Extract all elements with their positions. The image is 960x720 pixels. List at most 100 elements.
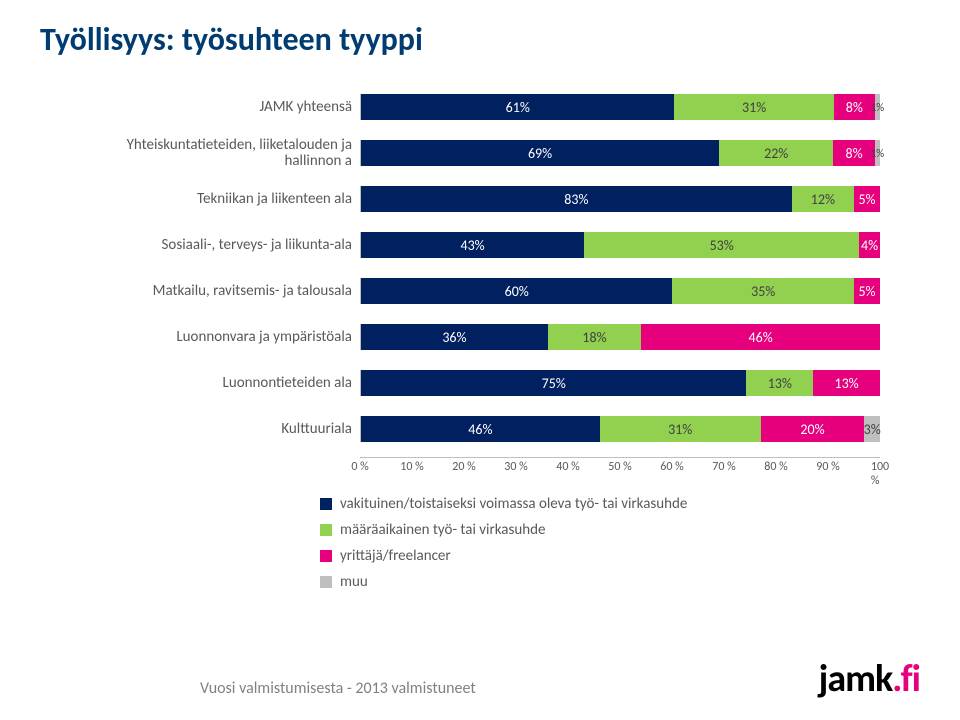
category-label: Sosiaali-, terveys- ja liikunta-ala <box>100 237 360 254</box>
chart-row: Luonnonvara ja ympäristöala 36% 18% 46% <box>100 319 880 355</box>
segment-value: 18% <box>582 329 606 346</box>
page-title: Työllisyys: työsuhteen tyyppi <box>40 20 920 59</box>
bar: 69% 22% 8% 1% <box>360 140 880 166</box>
stacked-bar-chart: JAMK yhteensä61%31%8%1%Yhteiskuntatietei… <box>100 89 880 477</box>
axis-tick: 60 % <box>660 460 683 474</box>
segment-value: 31% <box>742 99 766 116</box>
legend-swatch <box>320 498 332 510</box>
legend-item: vakituinen/toistaiseksi voimassa oleva t… <box>320 495 920 513</box>
bar-segment: 4% <box>859 232 880 258</box>
chart-row: Luonnontieteiden ala75% 13% 13% <box>100 365 880 401</box>
bar-segment: 35% <box>672 278 854 304</box>
axis-tick: 100 % <box>871 460 889 488</box>
chart-row: Sosiaali-, terveys- ja liikunta-ala 43% 53… <box>100 227 880 263</box>
category-label: Luonnontieteiden ala <box>100 375 360 392</box>
bar-segment: 22% <box>719 140 833 166</box>
segment-value: 13% <box>768 375 792 392</box>
bar-segment: 53% <box>584 232 859 258</box>
segment-value: 5% <box>858 191 875 208</box>
bar-segment: 20% <box>761 416 865 442</box>
bar: 61% 31% 8% 1% <box>360 94 880 120</box>
bar-segment: 75% <box>361 370 746 396</box>
legend-swatch <box>320 550 332 562</box>
segment-value: 46% <box>749 329 773 346</box>
legend-label: määräaikainen työ- tai virkasuhde <box>340 521 545 539</box>
bar-segment: 13% <box>813 370 880 396</box>
legend-label: muu <box>340 573 368 591</box>
segment-value: 1% <box>871 147 884 160</box>
legend-item: määräaikainen työ- tai virkasuhde <box>320 521 920 539</box>
bar: 36% 18% 46% <box>360 324 880 350</box>
bar-segment: 43% <box>361 232 584 258</box>
legend-item: muu <box>320 573 920 591</box>
legend-swatch <box>320 524 332 536</box>
bar: 60%35%5% <box>360 278 880 304</box>
axis-tick: 90 % <box>816 460 839 474</box>
bar-segment: 46% <box>361 416 600 442</box>
x-axis: 0 %10 %20 %30 %40 %50 %60 %70 %80 %90 %1… <box>100 457 880 477</box>
segment-value: 8% <box>845 145 862 162</box>
bar-segment: 1% <box>875 94 880 120</box>
segment-value: 43% <box>460 237 484 254</box>
legend-swatch <box>320 576 332 588</box>
logo-suffix: .fi <box>892 656 920 702</box>
bar-segment: 5% <box>854 186 880 212</box>
bar-segment: 31% <box>674 94 833 120</box>
bar-segment: 83% <box>361 186 792 212</box>
axis-tick: 20 % <box>452 460 475 474</box>
segment-value: 46% <box>468 421 492 438</box>
bar-segment: 61% <box>361 94 674 120</box>
category-label: Tekniikan ja liikenteen ala <box>100 191 360 208</box>
segment-value: 83% <box>564 191 588 208</box>
chart-row: Matkailu, ravitsemis- ja talousala 60% 35%… <box>100 273 880 309</box>
bar-segment: 3% <box>864 416 880 442</box>
category-label: Luonnonvara ja ympäristöala <box>100 329 360 346</box>
segment-value: 8% <box>846 99 863 116</box>
bar-segment: 18% <box>548 324 641 350</box>
axis-tick: 30 % <box>504 460 527 474</box>
axis-tick: 40 % <box>556 460 579 474</box>
axis-tick: 70 % <box>712 460 735 474</box>
jamk-logo: jamk.fi <box>819 656 920 702</box>
segment-value: 53% <box>710 237 734 254</box>
segment-value: 36% <box>442 329 466 346</box>
logo-text: jamk <box>819 656 893 702</box>
category-label: Matkailu, ravitsemis- ja talousala <box>100 283 360 300</box>
segment-value: 20% <box>800 421 824 438</box>
bar-segment: 12% <box>792 186 854 212</box>
segment-value: 1% <box>871 101 884 114</box>
legend-item: yrittäjä/freelancer <box>320 547 920 565</box>
bar: 46% 31% 20% 3% <box>360 416 880 442</box>
bar-segment: 8% <box>833 140 875 166</box>
segment-value: 69% <box>528 145 552 162</box>
bar-segment: 13% <box>746 370 813 396</box>
segment-value: 61% <box>506 99 530 116</box>
legend-label: vakituinen/toistaiseksi voimassa oleva t… <box>340 495 687 513</box>
bar-segment: 31% <box>600 416 761 442</box>
segment-value: 60% <box>505 283 529 300</box>
axis-tick: 50 % <box>608 460 631 474</box>
footer-text: Vuosi valmistumisesta - 2013 valmistunee… <box>200 679 476 698</box>
bar-segment: 69% <box>361 140 719 166</box>
segment-value: 22% <box>764 145 788 162</box>
axis-tick: 0 % <box>351 460 368 474</box>
bar: 83% 12%5% <box>360 186 880 212</box>
bar-segment: 46% <box>641 324 880 350</box>
chart-row: Kulttuuriala 46% 31% 20% 3% <box>100 411 880 447</box>
segment-value: 35% <box>751 283 775 300</box>
category-label: Kulttuuriala <box>100 421 360 438</box>
category-label: JAMK yhteensä <box>100 99 360 116</box>
axis-ticks: 0 %10 %20 %30 %40 %50 %60 %70 %80 %90 %1… <box>360 457 880 477</box>
legend: vakituinen/toistaiseksi voimassa oleva t… <box>320 495 920 591</box>
chart-row: Yhteiskuntatieteiden, liiketalouden ja h… <box>100 135 880 171</box>
bar-segment: 1% <box>875 140 880 166</box>
chart-row: Tekniikan ja liikenteen ala 83% 12%5% <box>100 181 880 217</box>
bar: 43% 53% 4% <box>360 232 880 258</box>
axis-tick: 10 % <box>400 460 423 474</box>
segment-value: 4% <box>861 237 878 254</box>
segment-value: 3% <box>864 421 881 438</box>
bar-segment: 8% <box>834 94 875 120</box>
legend-label: yrittäjä/freelancer <box>340 547 451 565</box>
bar-segment: 36% <box>361 324 548 350</box>
segment-value: 13% <box>834 375 858 392</box>
